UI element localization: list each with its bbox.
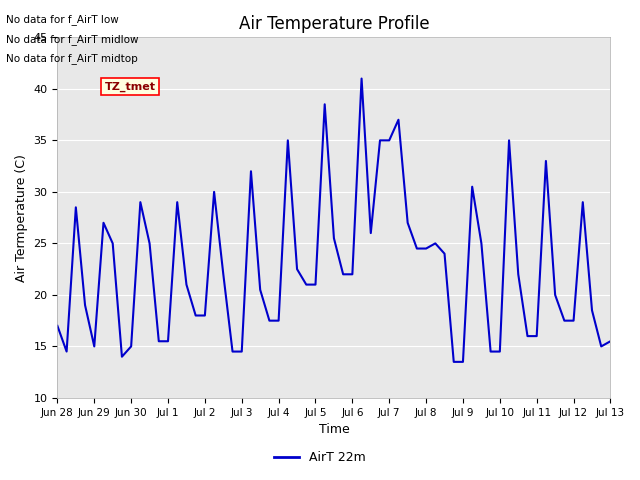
Text: No data for f_AirT low: No data for f_AirT low [6,14,119,25]
Text: TZ_tmet: TZ_tmet [104,82,156,92]
Y-axis label: Air Termperature (C): Air Termperature (C) [15,154,28,282]
Text: No data for f_AirT midlow: No data for f_AirT midlow [6,34,139,45]
Legend: AirT 22m: AirT 22m [269,446,371,469]
Text: No data for f_AirT midtop: No data for f_AirT midtop [6,53,138,64]
Title: Air Temperature Profile: Air Temperature Profile [239,15,429,33]
X-axis label: Time: Time [319,423,349,436]
